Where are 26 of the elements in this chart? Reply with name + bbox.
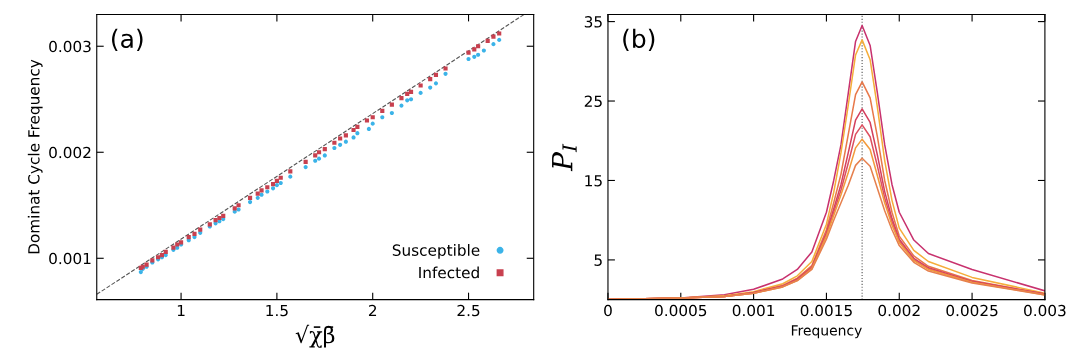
y-tick-label: 5 — [594, 254, 602, 266]
x-axis-title: Frequency — [791, 325, 862, 339]
x-tick-label: 0.0025 — [946, 304, 998, 317]
x-axis-title: √χ̄β̄ — [295, 324, 335, 348]
x-tick-label: 1 — [177, 304, 185, 317]
legend-label: Susceptible — [392, 244, 480, 259]
y-tick-label: 25 — [584, 95, 602, 108]
y-tick-label: 0.001 — [49, 252, 91, 265]
x-tick-label: 1.5 — [266, 304, 288, 317]
y-tick-label: 15 — [585, 175, 602, 187]
y-tick-label: 35 — [584, 16, 602, 28]
y-axis-title: Dominat Cycle Frequency — [27, 59, 43, 254]
y-axis-title: P$_{I}$ — [552, 143, 577, 172]
x-tick-label: 0.002 — [878, 304, 920, 317]
x-tick-label: 2.5 — [457, 304, 480, 317]
annotation: (b) — [623, 28, 655, 51]
x-tick-label: 0.001 — [732, 304, 775, 317]
y-tick-label: 0.002 — [49, 146, 91, 159]
annotation: (a) — [112, 28, 143, 51]
x-tick-label: 0.0005 — [655, 304, 707, 317]
x-tick-label: 0 — [604, 304, 612, 317]
x-tick-label: 0.0015 — [800, 304, 852, 317]
y-tick-label: 0.003 — [49, 40, 91, 53]
x-tick-label: 2 — [368, 304, 377, 317]
legend-label: Infected — [419, 266, 479, 279]
x-tick-label: 0.003 — [1024, 304, 1066, 317]
